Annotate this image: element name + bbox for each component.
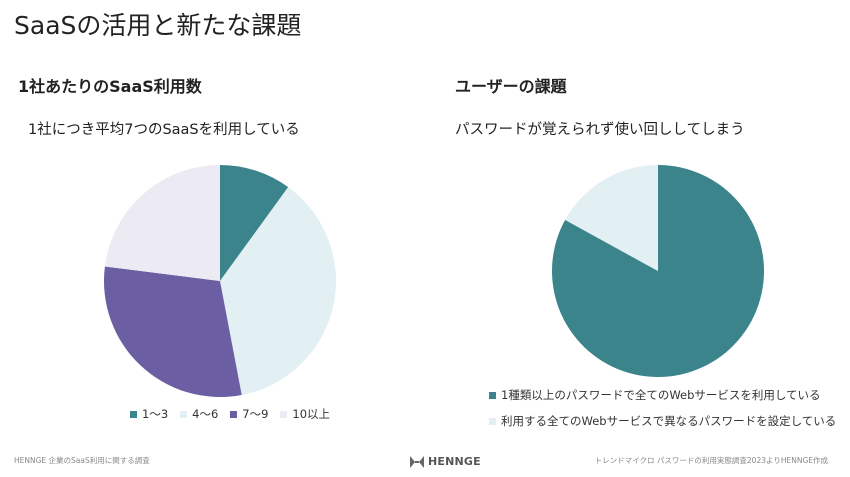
password-reuse-pie-chart [552,165,764,377]
pie1-legend-item-0: 1～3 [130,406,168,422]
saas-count-pie-chart [104,165,336,397]
pie1-legend-label-3: 10以上 [292,407,331,421]
footer-logo: HENNGE [410,455,481,468]
saas-count-legend: 1～3 4～6 7～9 10以上 [130,406,330,422]
pie1-slice-2 [104,266,242,397]
pie1-legend-swatch-1 [180,410,188,418]
pie2-legend-item-1: 利用する全てのWebサービスで異なるパスワードを設定している [489,413,836,429]
pie1-slice-0 [220,165,289,281]
pie1-legend-swatch-0 [130,410,137,418]
pie1-legend-label-1: 4～6 [192,407,219,421]
pie1-legend-label-2: 7～9 [242,407,269,421]
pie2-legend-label-0: 1種類以上のパスワードで全てのWebサービスを利用している [501,388,821,402]
right-panel-subtitle: パスワードが覚えられず使い回ししてしまう [455,122,745,138]
pie1-legend-swatch-3 [280,410,288,418]
pie1-legend-item-3: 10以上 [280,406,330,422]
pie1-legend-item-1: 4～6 [180,406,218,422]
pie1-legend-label-0: 1～3 [142,407,169,421]
pie1-slice-1 [220,187,336,395]
footer-source-right: トレンドマイクロ パスワードの利用実態調査2023よりHENNGE作成 [594,456,828,465]
pie1-slice-3 [104,165,220,281]
left-panel-subtitle: 1社につき平均7つのSaaSを利用している [28,122,300,138]
pie2-legend-swatch-0 [489,391,496,399]
page-title: SaaSの活用と新たな課題 [14,11,302,40]
pie2-slice-1 [565,165,658,271]
footer-source-left: HENNGE 企業のSaaS利用に関する調査 [14,456,150,465]
henngE-logo-icon [410,455,424,468]
password-reuse-legend: 1種類以上のパスワードで全てのWebサービスを利用している利用する全てのWebサ… [489,387,836,439]
pie2-legend-swatch-1 [489,417,496,425]
left-panel-heading: 1社あたりのSaaS利用数 [18,77,202,96]
right-panel-heading: ユーザーの課題 [455,77,567,96]
pie1-legend-swatch-2 [230,410,238,418]
pie1-legend-item-2: 7～9 [230,406,268,422]
pie2-legend-label-1: 利用する全てのWebサービスで異なるパスワードを設定している [501,414,837,428]
logo-wordmark: HENNGE [428,455,481,468]
pie2-legend-item-0: 1種類以上のパスワードで全てのWebサービスを利用している [489,387,836,403]
